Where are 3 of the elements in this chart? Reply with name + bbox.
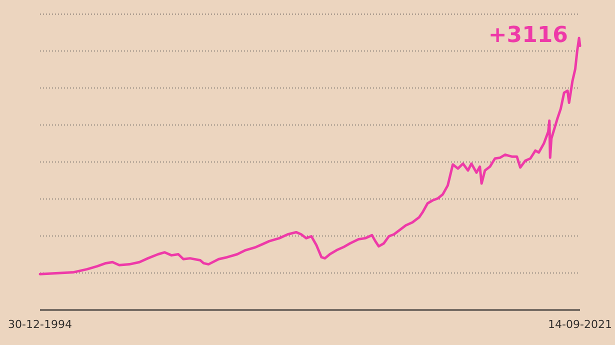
x-tick-label: 14-09-2021 [548,318,612,331]
x-tick-label: 30-12-1994 [8,318,72,331]
annotation: +3116 [488,22,568,48]
